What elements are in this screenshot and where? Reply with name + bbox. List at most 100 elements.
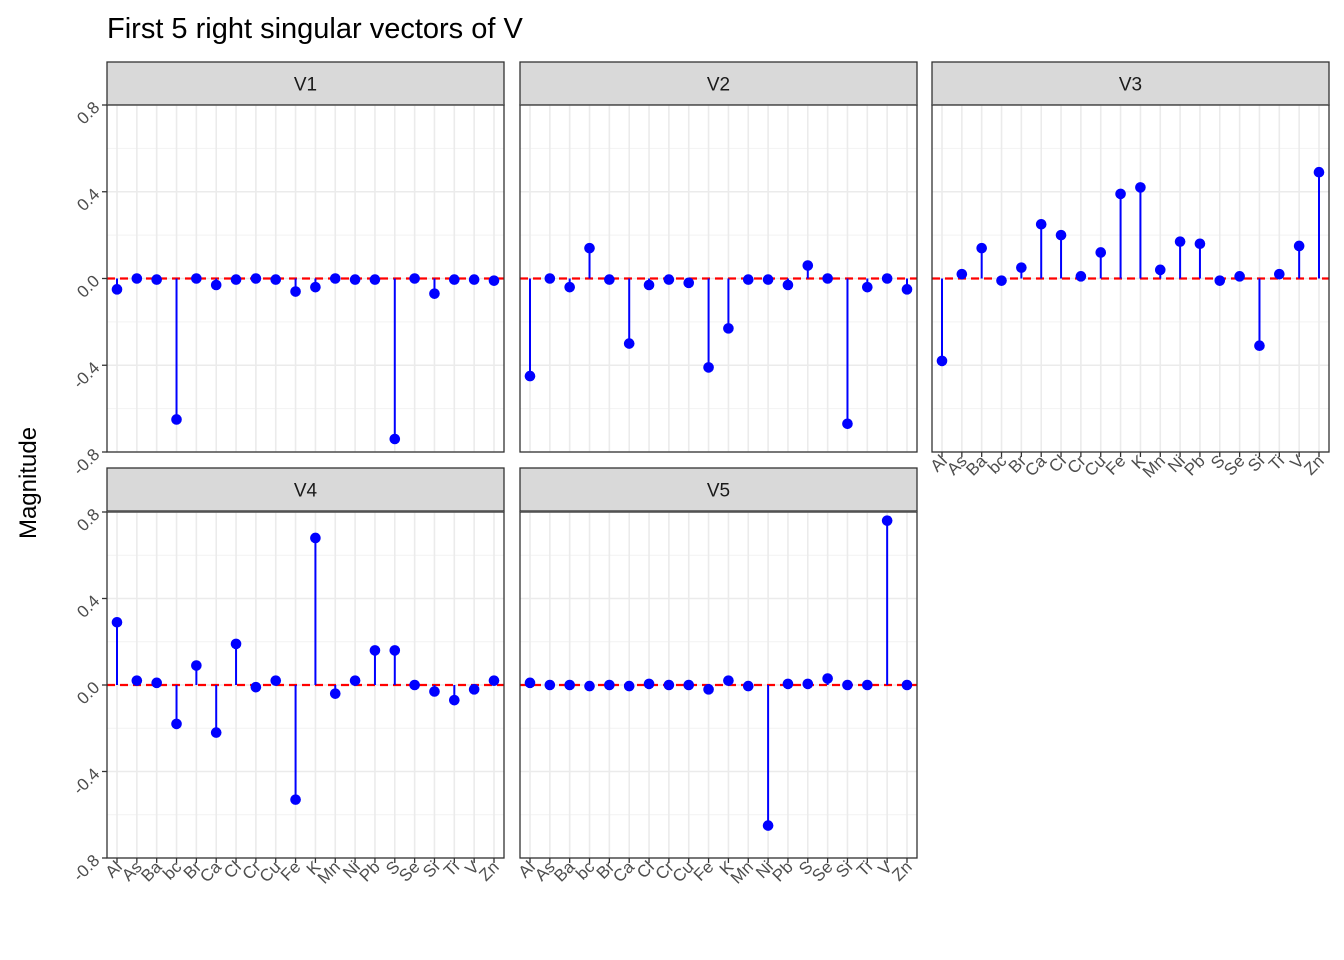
data-point <box>936 355 948 367</box>
panel-border <box>519 511 918 859</box>
data-point <box>1234 271 1245 282</box>
x-tick-label: Ca <box>1021 451 1050 480</box>
data-point <box>1194 238 1206 250</box>
data-point <box>449 274 460 285</box>
data-point <box>111 616 123 628</box>
data-point <box>151 274 162 285</box>
facet-strip-label: V3 <box>1119 75 1142 96</box>
data-point <box>976 242 987 254</box>
x-tick-label: Pb <box>769 857 797 885</box>
data-point <box>1016 262 1027 273</box>
data-point <box>210 279 222 291</box>
data-point <box>742 680 754 692</box>
data-point <box>723 323 734 334</box>
data-point <box>663 679 675 691</box>
x-tick-label: Pb <box>1181 451 1209 479</box>
data-point <box>131 675 143 686</box>
data-point <box>623 680 635 692</box>
data-point <box>468 274 480 285</box>
data-point <box>488 675 500 686</box>
y-tick-label: -0.8 <box>69 851 103 885</box>
facet-strip <box>106 467 505 512</box>
data-point <box>389 645 401 656</box>
data-point <box>250 681 262 693</box>
data-point <box>1154 264 1166 276</box>
data-point <box>1035 218 1047 230</box>
x-tick-label: Se <box>395 857 423 885</box>
data-point <box>1095 247 1107 258</box>
data-point <box>802 260 814 271</box>
y-tick-label: 0.4 <box>73 185 103 215</box>
data-point <box>270 274 282 285</box>
x-tick-label: Fe <box>1102 451 1129 478</box>
data-point <box>409 273 420 284</box>
x-tick-label: Ti <box>1265 451 1288 474</box>
facet-strip <box>931 61 1330 106</box>
data-point <box>290 286 301 297</box>
facet-strip-label: V5 <box>707 481 730 502</box>
facet-strip-label: V2 <box>707 75 730 96</box>
data-point <box>683 277 695 289</box>
data-point <box>663 274 675 285</box>
data-point <box>409 679 420 691</box>
data-point <box>349 675 361 686</box>
data-point <box>544 273 556 284</box>
facet-panel: V2 <box>519 61 918 453</box>
data-point <box>329 273 341 284</box>
chart-title: First 5 right singular vectors of V <box>107 13 523 45</box>
data-point <box>310 281 321 293</box>
x-tick-label: Zn <box>888 857 915 884</box>
x-tick-label: Ti <box>440 857 463 880</box>
data-point <box>564 281 575 293</box>
data-point <box>191 273 202 284</box>
x-tick-label: Zn <box>1300 451 1327 478</box>
y-tick-label: -0.8 <box>69 445 103 479</box>
x-tick-label: Si <box>419 857 443 881</box>
facet-strip <box>106 61 505 106</box>
panel-border <box>519 104 918 453</box>
data-point <box>290 794 301 805</box>
x-tick-label: Mn <box>1139 451 1169 481</box>
data-point <box>881 273 893 284</box>
data-point <box>1293 240 1305 252</box>
data-point <box>862 281 873 293</box>
data-point <box>584 680 595 692</box>
data-point <box>762 274 774 285</box>
data-point <box>643 678 655 690</box>
x-tick-label: Si <box>1244 451 1268 475</box>
data-point <box>250 273 262 284</box>
x-tick-label: Fe <box>690 857 717 884</box>
panel-border <box>931 104 1330 453</box>
data-point <box>270 675 282 686</box>
data-point <box>544 679 556 691</box>
data-point <box>842 679 853 691</box>
data-point <box>742 274 754 285</box>
data-point <box>564 679 575 691</box>
y-axis-label: Magnitude <box>15 427 42 539</box>
data-point <box>1174 236 1186 247</box>
data-point <box>723 675 734 686</box>
data-point <box>1214 275 1226 286</box>
x-tick-label: Mn <box>727 857 757 887</box>
data-point <box>802 678 814 690</box>
x-tick-label: Zn <box>475 857 502 884</box>
data-point <box>822 673 833 684</box>
x-tick-label: Fe <box>277 857 304 884</box>
facet-panel: V4-0.8-0.40.00.40.8AlAsBabcBrCaClCrCuFeK… <box>69 467 505 888</box>
data-point <box>210 727 222 738</box>
data-point <box>171 718 182 730</box>
data-point <box>429 686 440 697</box>
data-point <box>1055 229 1067 241</box>
x-tick-label: Si <box>832 857 856 881</box>
y-tick-label: -0.4 <box>69 764 103 798</box>
data-point <box>449 694 460 706</box>
data-point <box>171 414 182 425</box>
data-point <box>862 679 873 691</box>
facet-strip <box>519 61 918 106</box>
y-tick-label: 0.8 <box>73 505 103 535</box>
data-point <box>151 677 162 689</box>
data-point <box>349 274 361 285</box>
